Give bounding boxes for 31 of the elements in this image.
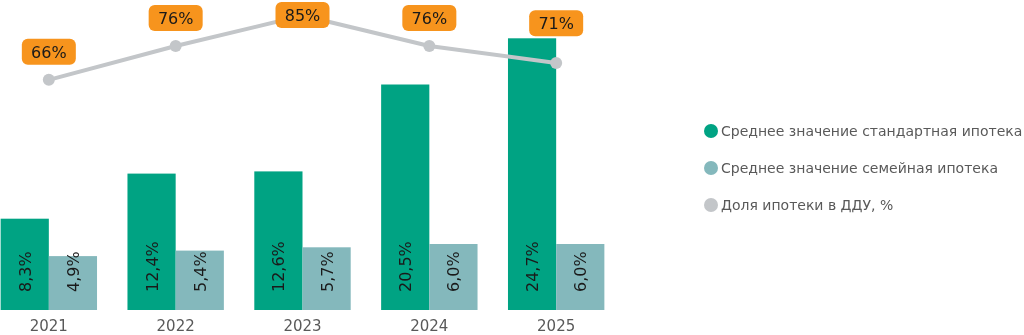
x-tick-label: 2021 xyxy=(29,317,68,335)
data-label: 85% xyxy=(284,6,321,25)
bar xyxy=(429,244,478,310)
x-tick-label: 2023 xyxy=(283,317,322,335)
data-label: 24,7% xyxy=(523,241,543,292)
x-tick-label: 2022 xyxy=(156,317,195,335)
data-label: 8,3% xyxy=(15,251,35,292)
data-label: 6,0% xyxy=(571,251,591,292)
bar xyxy=(0,218,49,310)
data-label: 76% xyxy=(411,9,448,28)
legend-label: Среднее значение семейная ипотека xyxy=(721,160,998,176)
data-label: 76% xyxy=(157,9,194,28)
data-label: 12,4% xyxy=(142,241,162,292)
bar xyxy=(127,173,176,310)
legend-label: Доля ипотеки в ДДУ, % xyxy=(721,197,894,213)
legend-label: Среднее значение стандартная ипотека xyxy=(721,123,1023,139)
x-tick-label: 2024 xyxy=(410,317,449,335)
data-label: 66% xyxy=(31,42,67,62)
x-tick-label: 2025 xyxy=(537,317,576,335)
bar xyxy=(254,171,303,310)
data-label: 20,5% xyxy=(396,241,416,292)
data-label: 4,9% xyxy=(63,251,83,292)
data-label: 71% xyxy=(538,14,574,34)
data-label: 5,7% xyxy=(317,251,337,292)
bar xyxy=(302,247,351,310)
data-label: 12,6% xyxy=(269,241,289,292)
data-label: 5,4% xyxy=(190,251,210,292)
bar xyxy=(556,244,605,310)
bar xyxy=(175,250,224,310)
data-label: 6,0% xyxy=(444,251,464,292)
bar xyxy=(381,84,430,310)
